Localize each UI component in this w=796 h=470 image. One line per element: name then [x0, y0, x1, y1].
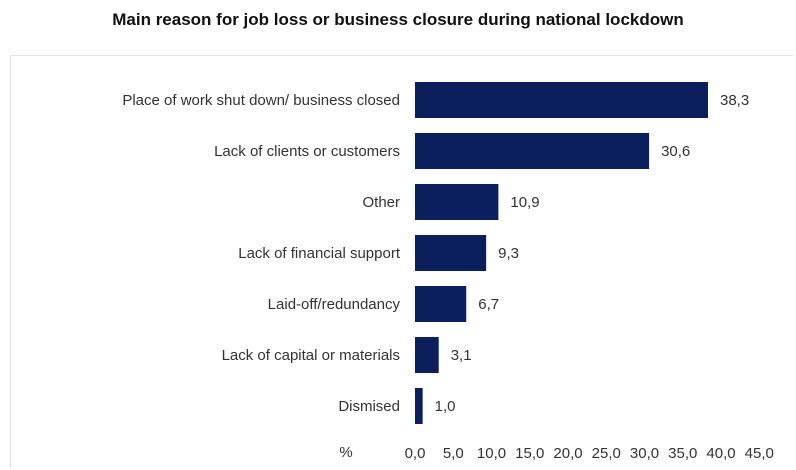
- category-labels: Place of work shut down/ business closed…: [122, 92, 400, 415]
- chart-title: Main reason for job loss or business clo…: [112, 10, 684, 29]
- category-label: Other: [362, 194, 400, 211]
- x-tick-label: 45,0: [745, 445, 774, 462]
- category-label: Place of work shut down/ business closed: [122, 92, 400, 109]
- value-label: 9,3: [498, 245, 519, 262]
- category-label: Dismised: [338, 398, 400, 415]
- x-tick-label: 5,0: [443, 445, 464, 462]
- value-label: 30,6: [661, 143, 690, 160]
- category-label: Lack of clients or customers: [214, 143, 400, 160]
- x-tick-label: 10,0: [477, 445, 506, 462]
- x-tick-label: 0,0: [405, 445, 426, 462]
- value-label: 6,7: [478, 296, 499, 313]
- bar: [415, 235, 487, 271]
- bar: [415, 82, 708, 118]
- bar: [415, 388, 423, 424]
- bar: [415, 184, 499, 220]
- x-tick-label: 40,0: [706, 445, 735, 462]
- x-tick-label: 30,0: [630, 445, 659, 462]
- value-label: 10,9: [510, 194, 539, 211]
- x-tick-label: 25,0: [592, 445, 621, 462]
- value-label: 38,3: [720, 92, 749, 109]
- x-tick-label: 15,0: [515, 445, 544, 462]
- bar: [415, 133, 650, 169]
- bar: [415, 286, 467, 322]
- x-axis-ticks: 0,0 5,0 10,0 15,0 20,0 25,0 30,0 35,0 40,0 45,0: [405, 445, 774, 462]
- chart-frame: [10, 55, 793, 468]
- x-tick-label: 20,0: [553, 445, 582, 462]
- category-label: Lack of financial support: [238, 245, 401, 262]
- value-label: 3,1: [451, 347, 472, 364]
- value-labels: 38,3 30,6 10,9 9,3 6,7 3,1 1,0: [435, 92, 750, 415]
- x-axis-unit-label: %: [339, 444, 352, 461]
- bars-group: [415, 82, 708, 424]
- value-label: 1,0: [435, 398, 456, 415]
- x-tick-label: 35,0: [668, 445, 697, 462]
- bar: [415, 337, 439, 373]
- category-label: Laid-off/redundancy: [268, 296, 401, 313]
- category-label: Lack of capital or materials: [222, 347, 400, 364]
